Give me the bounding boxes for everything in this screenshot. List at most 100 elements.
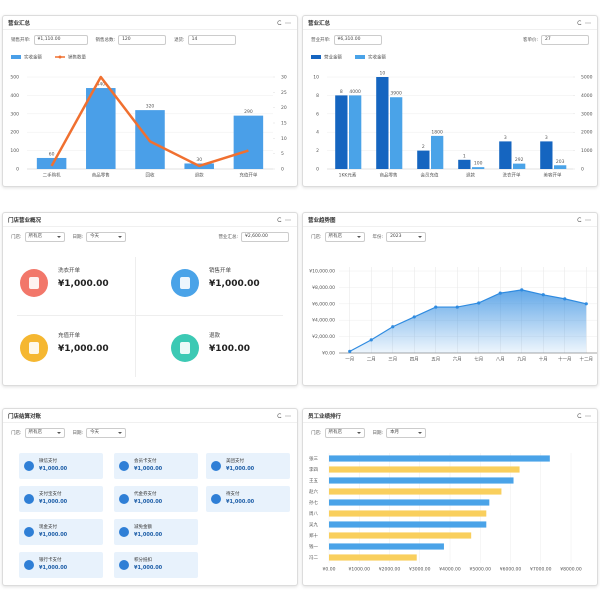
filter-select[interactable]: 所有店 bbox=[24, 428, 65, 438]
bar bbox=[335, 95, 348, 169]
payment-value: ¥1,000.00 bbox=[134, 532, 163, 538]
panel-body: ¥0.00 ¥1000.00 ¥2000.00 ¥3000.00 ¥4000.00 ¥50… bbox=[303, 443, 597, 585]
payment-item: 会员卡支付 ¥1,000.00 bbox=[114, 453, 198, 479]
x-tick-label: 1KK元素 bbox=[339, 172, 357, 179]
x-tick-label: ¥5000.00 bbox=[470, 567, 492, 573]
bar bbox=[329, 532, 472, 539]
x-tick-label: 四月 bbox=[410, 357, 419, 363]
payment-item: 微信支付 ¥1,000.00 bbox=[19, 453, 103, 479]
stat-label: 洗衣开单 bbox=[58, 268, 81, 274]
panel-header: 门店营业概况 bbox=[3, 213, 297, 227]
refresh-icon bbox=[277, 412, 282, 418]
y-tick-label: 0 bbox=[316, 167, 319, 173]
filter-select[interactable]: 本月 bbox=[386, 428, 427, 438]
filter-select[interactable]: ¥1,110.00 bbox=[33, 35, 88, 45]
filter-select[interactable]: 所有店 bbox=[324, 232, 365, 242]
y-tick-label: 300 bbox=[10, 111, 19, 117]
panel-header: 门店结算对账 bbox=[3, 409, 297, 423]
bar bbox=[349, 95, 362, 169]
filter-select[interactable]: 今天 bbox=[86, 428, 127, 438]
value-label: 100 bbox=[474, 161, 483, 167]
y2-tick-label: 5000 bbox=[581, 75, 593, 81]
y2-tick-label: 0 bbox=[281, 167, 284, 173]
payment-value: ¥1,000.00 bbox=[39, 466, 68, 472]
payment-icon bbox=[24, 560, 34, 570]
y-tick-label: 500 bbox=[10, 75, 19, 81]
point bbox=[498, 291, 502, 295]
filter: 日期: 今天 bbox=[73, 428, 127, 438]
stat-item: 洗衣开单 ¥1,000.00 bbox=[20, 268, 150, 319]
payment-item: 待支付 ¥1,000.00 bbox=[206, 486, 290, 512]
bar bbox=[458, 159, 471, 169]
separator bbox=[135, 257, 136, 377]
more-icon bbox=[289, 415, 291, 416]
filter: 门店: 所有店 bbox=[11, 428, 65, 438]
panel: 员工业绩排行 门店: 所有店 日期: 本月 ¥0.00 ¥1000.00 ¥2000.00 ¥3… bbox=[302, 408, 598, 586]
value-label: 290 bbox=[244, 109, 253, 115]
chart: ¥0.00 ¥2,000.00 ¥4,000.00 ¥6,000.00 ¥8,000.0… bbox=[309, 267, 597, 363]
filter-select[interactable]: 今天 bbox=[86, 232, 127, 242]
stat-value: ¥1,000.00 bbox=[58, 344, 109, 354]
filter: 客单价: 27 bbox=[523, 35, 589, 45]
payment-icon bbox=[119, 527, 129, 537]
y-tick-label: ¥10,000.00 bbox=[309, 269, 335, 275]
filter-select[interactable]: 所有店 bbox=[324, 428, 365, 438]
legend-swatch bbox=[11, 55, 21, 59]
stat-label: 充值开单 bbox=[58, 333, 81, 339]
point bbox=[584, 302, 588, 306]
y2-tick-label: 4000 bbox=[581, 93, 593, 99]
bar bbox=[329, 455, 550, 462]
bar bbox=[329, 521, 487, 528]
panel-header: 营业汇总 bbox=[303, 16, 597, 30]
more-icon bbox=[589, 219, 591, 220]
filter-select[interactable]: 所有店 bbox=[24, 232, 65, 242]
stat-item: 销售开单 ¥1,000.00 bbox=[171, 268, 297, 319]
payment-label: 代金券支付 bbox=[134, 492, 157, 497]
filter-label: 营业汇总: bbox=[218, 235, 238, 240]
filter-label: 销售总数: bbox=[95, 38, 116, 43]
value-label: 4000 bbox=[349, 89, 361, 95]
more-icon bbox=[585, 415, 587, 416]
payment-item: 减免金额 ¥1,000.00 bbox=[114, 519, 198, 545]
filter-select[interactable]: 2023 bbox=[386, 232, 427, 242]
point bbox=[520, 288, 524, 292]
payment-value: ¥1,000.00 bbox=[39, 565, 68, 571]
filter-select[interactable]: 14 bbox=[187, 35, 236, 45]
filter-bar: 门店: 所有店 年份: 2023 bbox=[303, 227, 597, 247]
filter-select[interactable]: ¥6,310.00 bbox=[333, 35, 382, 45]
x-tick-label: ¥6000.00 bbox=[500, 567, 522, 573]
payment-value: ¥1,000.00 bbox=[134, 466, 163, 472]
refresh-icon bbox=[577, 216, 582, 222]
legend-label: 销售数量 bbox=[68, 54, 86, 61]
y2-tick-label: 10 bbox=[281, 136, 287, 142]
bar bbox=[431, 135, 444, 169]
stat-icon bbox=[171, 269, 199, 297]
more-icon bbox=[587, 219, 589, 220]
filter-select[interactable]: 27 bbox=[541, 35, 589, 45]
filter-select[interactable]: 120 bbox=[118, 35, 167, 45]
x-tick-label: 回收 bbox=[146, 172, 155, 179]
refresh-icon bbox=[577, 412, 582, 418]
panel-tools bbox=[277, 216, 291, 222]
panel: 营业趋势图 门店: 所有店 年份: 2023 ¥0.00 ¥2,000.00 ¥4,000.0… bbox=[302, 212, 598, 386]
payment-item: 美团支付 ¥1,000.00 bbox=[206, 453, 290, 479]
y-tick-label: 郑十 bbox=[309, 532, 318, 539]
y2-tick-label: 20 bbox=[281, 105, 287, 111]
payment-label: 会员卡支付 bbox=[134, 459, 157, 464]
payment-label: 现金支付 bbox=[39, 525, 57, 530]
y-tick-label: ¥2,000.00 bbox=[312, 334, 335, 340]
legend-swatch bbox=[58, 55, 62, 59]
stat-value: ¥1,000.00 bbox=[58, 279, 109, 289]
y-tick-label: 王五 bbox=[309, 478, 318, 484]
filter-label: 营业开单: bbox=[311, 38, 331, 43]
filter-select[interactable]: ¥2,600.00 bbox=[241, 232, 289, 242]
filter: 销售开单: ¥1,110.00 bbox=[11, 35, 88, 45]
x-tick-label: 三月 bbox=[388, 357, 397, 363]
more-icon bbox=[589, 22, 591, 23]
x-tick-label: 商品零售 bbox=[92, 172, 110, 179]
x-tick-label: 一月 bbox=[345, 357, 354, 363]
point bbox=[477, 301, 481, 305]
refresh-icon bbox=[277, 216, 282, 222]
chart: 实收金额 销售数量 0 100 200 300 400 500 0 5 10 15 20 25 30 二手购机… bbox=[10, 54, 287, 179]
panel-title: 门店结算对账 bbox=[8, 413, 42, 420]
